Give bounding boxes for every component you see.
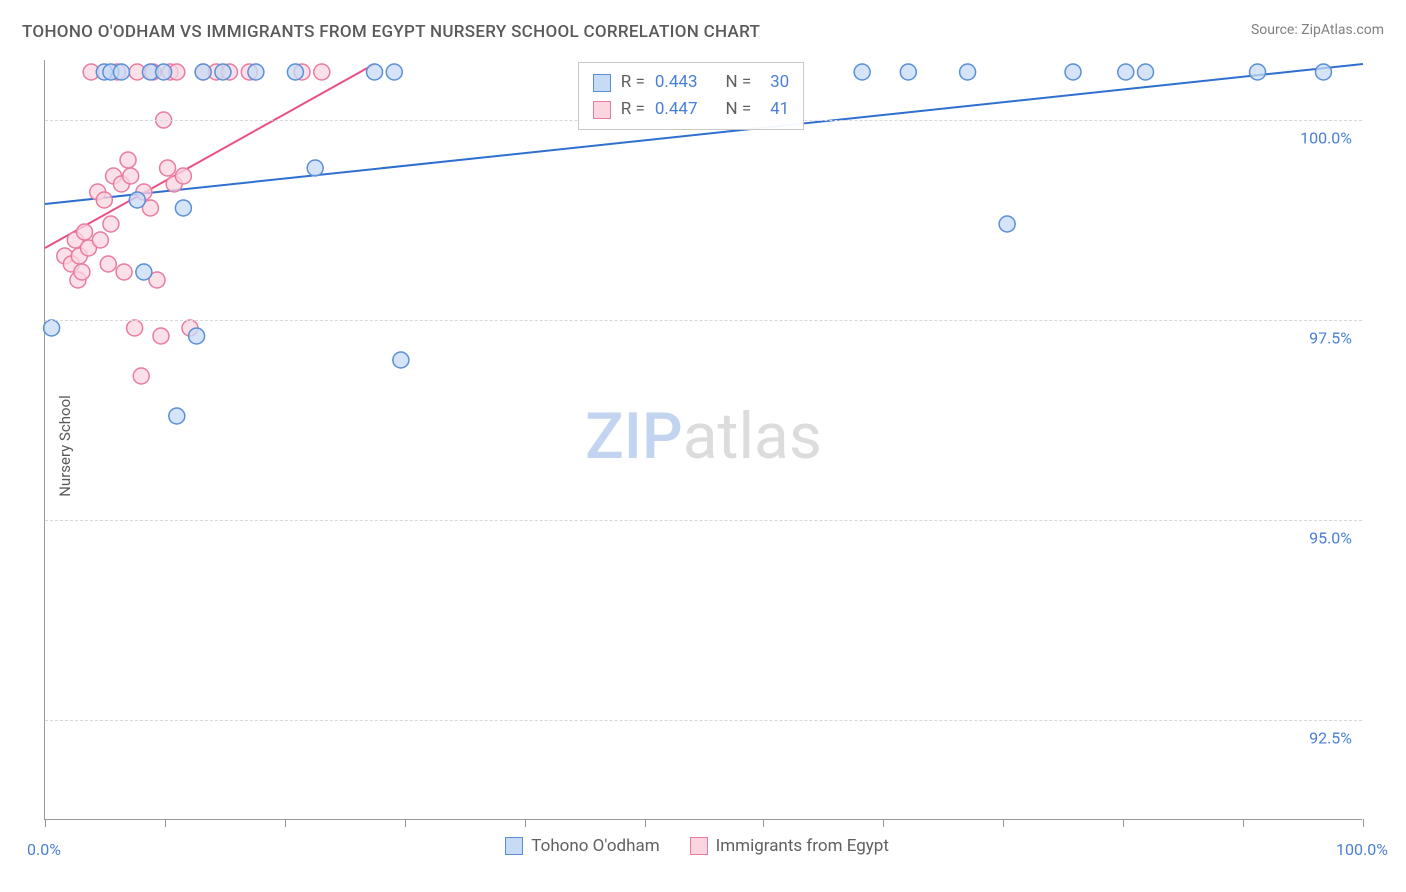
data-point — [129, 192, 145, 208]
x-tick — [285, 819, 286, 827]
legend-series-item: Tohono O'odham — [505, 836, 659, 856]
legend-row: R = 0.447 N = 41 — [593, 96, 789, 123]
legend-series-label: Tohono O'odham — [531, 836, 659, 856]
legend-series-label: Immigrants from Egypt — [716, 836, 889, 856]
trend-line — [45, 64, 375, 248]
data-point — [215, 64, 231, 80]
data-point — [175, 200, 191, 216]
legend-n-value: 30 — [761, 69, 789, 96]
data-point — [92, 232, 108, 248]
y-tick-label: 100.0% — [1300, 129, 1352, 148]
data-point — [116, 264, 132, 280]
chart-title: TOHONO O'ODHAM VS IMMIGRANTS FROM EGYPT … — [22, 22, 760, 42]
x-tick — [645, 819, 646, 827]
data-point — [960, 64, 976, 80]
legend-n-label: N = — [726, 96, 752, 123]
data-point — [1250, 64, 1266, 80]
legend-n-label: N = — [726, 69, 752, 96]
legend-series-item: Immigrants from Egypt — [690, 836, 889, 856]
data-point — [127, 320, 143, 336]
y-tick-label: 95.0% — [1309, 529, 1352, 548]
data-point — [1138, 64, 1154, 80]
data-point — [160, 160, 176, 176]
data-point — [248, 64, 264, 80]
legend-swatch-icon — [505, 837, 523, 855]
legend-swatch-icon — [593, 74, 611, 92]
data-point — [1065, 64, 1081, 80]
x-tick-label: 100.0% — [1336, 840, 1388, 859]
legend-n-value: 41 — [761, 96, 789, 123]
x-tick — [405, 819, 406, 827]
data-point — [999, 216, 1015, 232]
gridline-h — [45, 320, 1362, 321]
x-tick — [1123, 819, 1124, 827]
legend-row: R = 0.443 N = 30 — [593, 69, 789, 96]
legend-r-label: R = — [621, 69, 645, 96]
data-point — [96, 192, 112, 208]
source-label: Source: ZipAtlas.com — [1251, 22, 1384, 38]
x-tick-label: 0.0% — [27, 840, 61, 859]
data-point — [77, 224, 93, 240]
y-tick-label: 97.5% — [1309, 329, 1352, 348]
data-point — [189, 328, 205, 344]
data-point — [133, 368, 149, 384]
x-tick — [1003, 819, 1004, 827]
data-point — [120, 152, 136, 168]
data-point — [44, 320, 60, 336]
data-point — [314, 64, 330, 80]
data-point — [195, 64, 211, 80]
data-point — [123, 168, 139, 184]
gridline-h — [45, 520, 1362, 521]
data-point — [175, 168, 191, 184]
x-tick — [883, 819, 884, 827]
legend-correlation: R = 0.443 N = 30 R = 0.447 N = 41 — [578, 62, 804, 130]
legend-r-value: 0.447 — [655, 96, 698, 123]
data-point — [103, 216, 119, 232]
x-tick — [763, 819, 764, 827]
gridline-h — [45, 720, 1362, 721]
x-tick — [45, 819, 46, 827]
data-point — [74, 264, 90, 280]
data-point — [156, 64, 172, 80]
data-point — [136, 264, 152, 280]
data-point — [386, 64, 402, 80]
x-tick — [1363, 819, 1364, 827]
data-point — [113, 64, 129, 80]
data-point — [1315, 64, 1331, 80]
y-tick-label: 92.5% — [1309, 729, 1352, 748]
x-tick — [1243, 819, 1244, 827]
legend-swatch-icon — [593, 101, 611, 119]
legend-swatch-icon — [690, 837, 708, 855]
chart-container: TOHONO O'ODHAM VS IMMIGRANTS FROM EGYPT … — [0, 0, 1406, 892]
legend-r-label: R = — [621, 96, 645, 123]
data-point — [287, 64, 303, 80]
data-point — [367, 64, 383, 80]
plot-area: ZIPatlas 92.5%95.0%97.5%100.0% — [44, 60, 1362, 820]
plot-svg — [45, 60, 1362, 819]
data-point — [169, 408, 185, 424]
legend-r-value: 0.443 — [655, 69, 698, 96]
data-point — [900, 64, 916, 80]
data-point — [854, 64, 870, 80]
x-tick — [165, 819, 166, 827]
data-point — [1118, 64, 1134, 80]
data-point — [307, 160, 323, 176]
data-point — [100, 256, 116, 272]
legend-series: Tohono O'odham Immigrants from Egypt — [505, 836, 889, 856]
data-point — [153, 328, 169, 344]
data-point — [393, 352, 409, 368]
x-tick — [525, 819, 526, 827]
